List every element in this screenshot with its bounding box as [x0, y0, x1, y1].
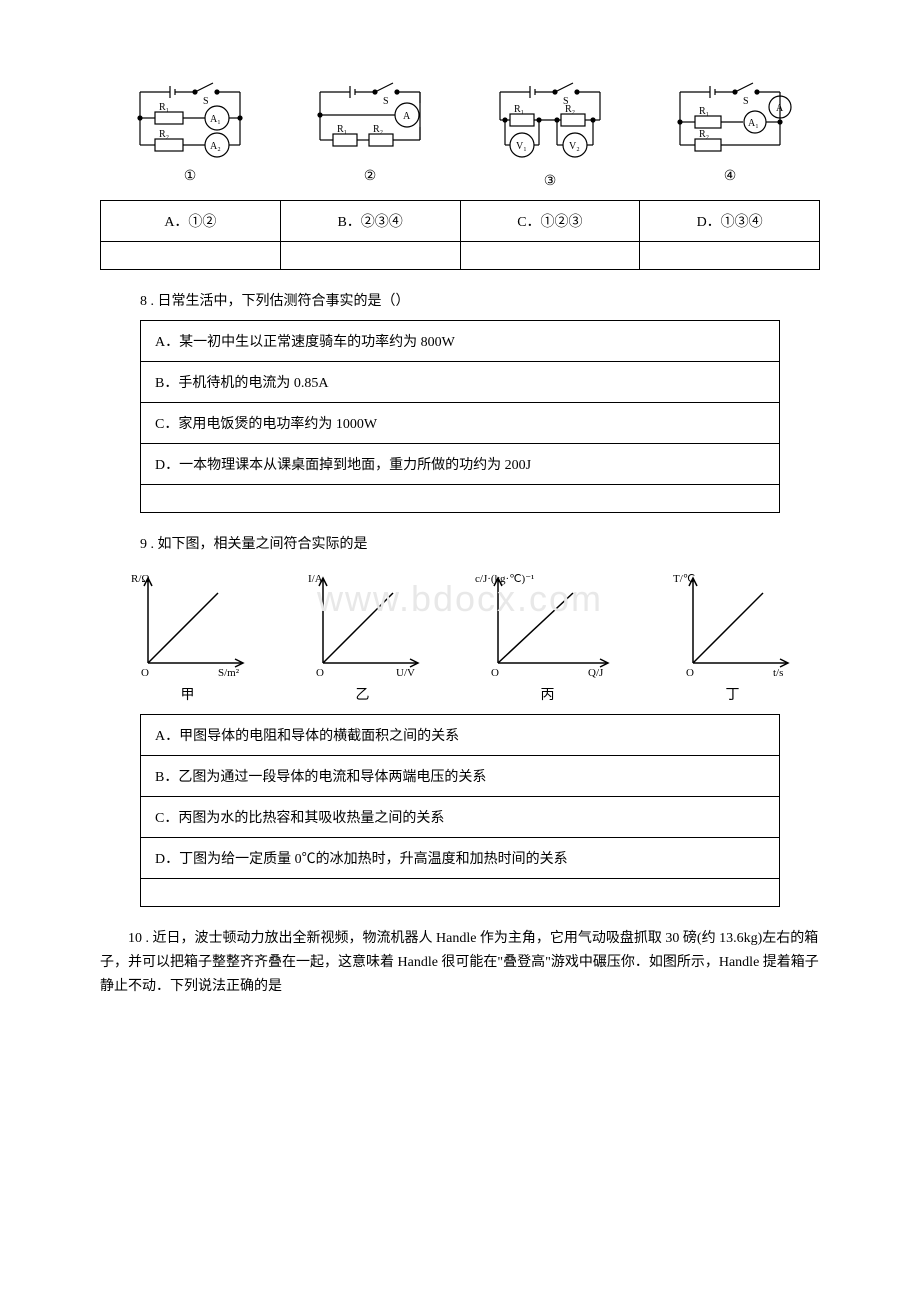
graph-yi-label: 乙 — [356, 684, 370, 704]
svg-text:R₁: R₁ — [337, 124, 347, 135]
q9-option-d: D．丁图为给一定质量 0℃的冰加热时，升高温度和加热时间的关系 — [141, 838, 780, 879]
q7-choice-d: D．①③④ — [640, 201, 820, 242]
svg-text:t/s: t/s — [773, 667, 783, 678]
svg-text:O: O — [686, 667, 694, 678]
svg-text:A₂: A₂ — [210, 141, 221, 152]
svg-text:A₁: A₁ — [748, 118, 759, 129]
q7-choice-a: A．①② — [101, 201, 281, 242]
svg-text:S: S — [383, 96, 389, 107]
svg-text:R₁: R₁ — [159, 102, 169, 113]
svg-text:R₁: R₁ — [514, 104, 524, 115]
q9-stem: 9 . 如下图，相关量之间符合实际的是 — [140, 533, 820, 553]
q9-option-b: B．乙图为通过一段导体的电流和导体两端电压的关系 — [141, 756, 780, 797]
q8-option-b: B．手机待机的电流为 0.85A — [141, 362, 780, 403]
q7-choice-table: A．①② B．②③④ C．①②③ D．①③④ — [100, 200, 820, 270]
circuit-3: S R₁ R₂ V₁ V₂ — [485, 80, 615, 190]
q8-option-d: D．一本物理课本从课桌面掉到地面，重力所做的功约为 200J — [141, 444, 780, 485]
svg-text:O: O — [141, 667, 149, 678]
q8-option-c: C．家用电饭煲的电功率约为 1000W — [141, 403, 780, 444]
circuit-1-label: ① — [184, 168, 197, 185]
q9-option-a: A．甲图导体的电阻和导体的横截面积之间的关系 — [141, 715, 780, 756]
circuit-4-label: ④ — [724, 168, 737, 185]
q7-choice-b: B．②③④ — [280, 201, 460, 242]
circuit-2-label: ② — [364, 168, 377, 185]
q8-option-table: A．某一初中生以正常速度骑车的功率约为 800W B．手机待机的电流为 0.85… — [140, 320, 780, 513]
circuit-1: S R₁ A₁ R₂ A₂ — [125, 80, 255, 190]
svg-text:S: S — [203, 96, 209, 107]
q9-option-table: A．甲图导体的电阻和导体的横截面积之间的关系 B．乙图为通过一段导体的电流和导体… — [140, 714, 780, 907]
circuit-4: S A R₁ A₁ R₂ — [665, 80, 795, 190]
svg-text:R₂: R₂ — [699, 129, 709, 140]
circuit-2: S A R₁ R₂ ② — [305, 80, 435, 190]
q8-stem: 8 . 日常生活中，下列估测符合事实的是（） — [140, 290, 820, 310]
svg-text:R₂: R₂ — [373, 124, 383, 135]
svg-text:O: O — [491, 667, 499, 678]
graph-jia: R/Ω O S/m² 甲 — [123, 568, 253, 704]
watermark-text: www.bdocx.com — [317, 578, 603, 620]
q8-option-a: A．某一初中生以正常速度骑车的功率约为 800W — [141, 321, 780, 362]
graph-ding-label: 丁 — [726, 684, 740, 704]
svg-text:Q/J: Q/J — [588, 667, 604, 678]
circuit-3-label: ③ — [544, 173, 557, 190]
graph-ding: T/℃ O t/s 丁 — [668, 568, 798, 704]
svg-text:R₂: R₂ — [565, 104, 575, 115]
circuit-diagrams-row: S R₁ A₁ R₂ A₂ — [100, 80, 820, 190]
svg-text:A₁: A₁ — [210, 114, 221, 125]
svg-text:S/m²: S/m² — [218, 667, 240, 678]
q10-text: 10 . 近日，波士顿动力放出全新视频，物流机器人 Handle 作为主角，它用… — [100, 927, 820, 998]
svg-text:T/℃: T/℃ — [673, 573, 695, 585]
svg-text:R₂: R₂ — [159, 129, 169, 140]
svg-text:U/V: U/V — [396, 667, 415, 678]
svg-text:R/Ω: R/Ω — [131, 573, 150, 585]
q7-choice-c: C．①②③ — [460, 201, 640, 242]
graph-bing-label: 丙 — [541, 684, 555, 704]
svg-text:S: S — [743, 96, 749, 107]
svg-text:V₂: V₂ — [569, 141, 580, 152]
svg-text:R₁: R₁ — [699, 106, 709, 117]
q9-option-c: C．丙图为水的比热容和其吸收热量之间的关系 — [141, 797, 780, 838]
svg-text:A: A — [403, 111, 411, 122]
svg-text:V₁: V₁ — [516, 141, 527, 152]
graph-jia-label: 甲 — [181, 684, 195, 704]
svg-text:A: A — [776, 103, 784, 114]
svg-text:O: O — [316, 667, 324, 678]
q9-graphs-row: www.bdocx.com R/Ω O S/m² 甲 I — [100, 568, 820, 704]
